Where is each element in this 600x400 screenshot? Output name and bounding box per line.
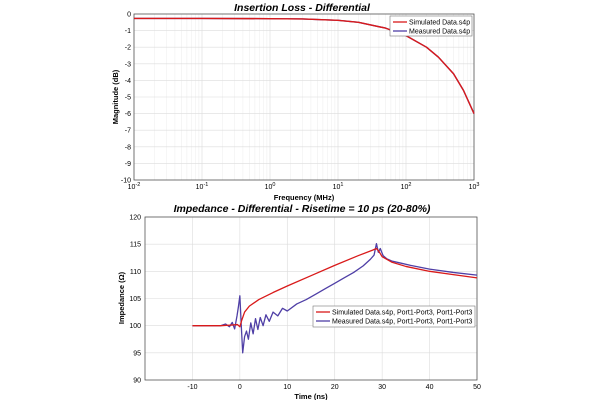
chart1-y-tick-label: -5	[125, 95, 131, 102]
chart1-y-tick-label: -1	[125, 28, 131, 35]
chart1-series	[134, 17, 475, 114]
chart2-x-tick-label: 40	[426, 384, 434, 391]
chart2-x-ticks: -10 0 10 20 30 40 50	[187, 384, 481, 391]
chart1-y-tick-label: -2	[125, 45, 131, 52]
chart2-y-tick-label: 95	[133, 350, 141, 357]
chart2-y-tick-label: 100	[129, 323, 141, 330]
chart2-y-tick-label: 115	[130, 242, 141, 249]
chart2-y-ticks: 120 115 110 105 100 95 90	[129, 215, 141, 385]
chart1-y-tick-label: -3	[125, 61, 131, 68]
chart1-y-axis-label: Magnitude (dB)	[111, 69, 120, 124]
chart2-legend-simulated-label: Simulated Data.s4p, Port1-Port3, Port1-P…	[332, 310, 473, 317]
chart1-y-tick-label: -7	[125, 128, 131, 135]
chart1-plot-area	[133, 13, 475, 181]
chart2-y-tick-label: 120	[129, 215, 141, 222]
chart2-legend-box	[312, 305, 476, 328]
chart2-series-measured-line	[192, 242, 478, 354]
chart2-y-tick-label: 90	[133, 378, 141, 385]
chart2-y-axis-label: Impedance (Ω)	[117, 271, 126, 324]
chart2-y-tick-label: 110	[130, 269, 141, 276]
chart2-legend: Simulated Data.s4p, Port1-Port3, Port1-P…	[312, 305, 476, 328]
chart2-grid	[145, 216, 478, 381]
chart1-legend: Simulated Data.s4p Measured Data.s4p	[389, 15, 473, 37]
chart2-x-tick-label: -10	[187, 384, 197, 391]
impedance-chart: Impedance - Differential - Risetime = 10…	[117, 203, 481, 400]
chart1-x-tick-label: 103	[469, 182, 480, 191]
chart1-x-tick-label: 10-2	[128, 182, 141, 191]
chart1-y-ticks: 0 -1 -2 -3 -4 -5 -6 -7 -8 -9 -10	[121, 12, 131, 185]
chart1-y-tick-label: -10	[121, 178, 131, 185]
chart1-grid	[133, 13, 475, 181]
chart1-series-simulated-line	[134, 17, 475, 114]
chart2-x-tick-label: 10	[283, 384, 291, 391]
chart2-y-tick-label: 105	[129, 296, 141, 303]
chart1-x-ticks: 10-2 10-1 100 101 102 103	[128, 182, 480, 191]
chart1-x-axis-label: Frequency (MHz)	[274, 193, 335, 202]
chart2-title: Impedance - Differential - Risetime = 10…	[174, 203, 431, 215]
chart1-x-tick-label: 101	[333, 182, 344, 191]
chart1-legend-measured-label: Measured Data.s4p	[409, 29, 470, 36]
chart1-y-tick-label: -9	[125, 161, 131, 168]
chart1-y-tick-label: -8	[125, 144, 131, 151]
chart1-y-tick-label: -6	[125, 111, 131, 118]
chart1-x-tick-label: 100	[265, 182, 276, 191]
chart2-x-tick-label: 30	[378, 384, 386, 391]
chart1-title: Insertion Loss - Differential	[234, 2, 371, 14]
chart1-y-tick-label: -4	[125, 78, 131, 85]
insertion-loss-chart: Insertion Loss - Differential 0 -1 -2 -3 -4 -…	[111, 2, 479, 202]
chart1-legend-box	[389, 15, 473, 37]
chart2-x-tick-label: 20	[331, 384, 339, 391]
chart1-x-tick-label: 10-1	[196, 182, 209, 191]
chart2-x-tick-label: 0	[238, 384, 242, 391]
chart2-series-simulated-line	[192, 247, 478, 328]
chart2-x-tick-label: 50	[473, 384, 481, 391]
chart1-x-tick-label: 102	[401, 182, 412, 191]
chart2-plot-area	[144, 216, 478, 381]
chart2-series	[192, 242, 478, 354]
chart1-legend-simulated-label: Simulated Data.s4p	[409, 20, 470, 27]
chart1-y-tick-label: 0	[127, 12, 131, 19]
chart2-x-axis-label: Time (ns)	[294, 392, 328, 400]
chart2-legend-measured-label: Measured Data.s4p, Port1-Port3, Port1-Po…	[332, 319, 473, 326]
